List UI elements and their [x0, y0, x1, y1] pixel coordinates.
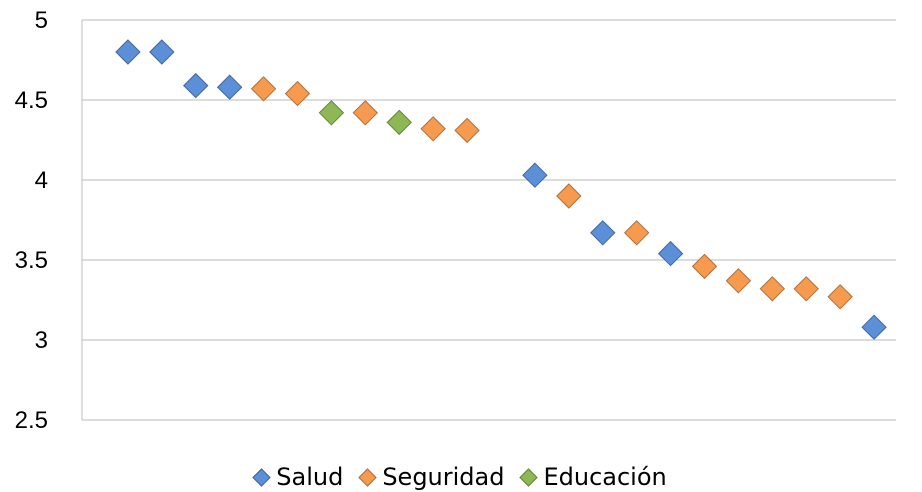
data-point-seguridad [284, 80, 311, 107]
data-point-salud [861, 314, 887, 340]
data-point-salud [216, 74, 243, 100]
legend-swatch-diamond [519, 467, 539, 487]
data-point-seguridad [454, 117, 480, 144]
data-point-salud [590, 220, 616, 246]
data-point-salud [149, 39, 175, 65]
data-points [115, 39, 887, 340]
legend: Salud Seguridad Educación [0, 462, 922, 492]
data-point-salud [522, 162, 548, 188]
y-tick-label: 4.5 [15, 87, 48, 114]
gridlines [81, 19, 896, 421]
data-point-salud [183, 72, 209, 99]
data-point-salud [115, 39, 141, 65]
legend-item: Seguridad [358, 463, 505, 491]
data-point-seguridad [725, 268, 752, 294]
data-point-seguridad [623, 220, 650, 246]
data-point-seguridad [556, 183, 582, 209]
y-tick-label: 3 [35, 327, 48, 354]
data-point-seguridad [691, 253, 718, 280]
data-point-seguridad [250, 76, 277, 102]
legend-label: Educación [543, 463, 667, 491]
legend-label: Salud [276, 463, 344, 491]
legend-swatch-diamond [252, 467, 271, 487]
y-axis-tick-labels: 2.5 3 3.5 4 4.5 5 [15, 7, 48, 434]
data-point-seguridad [827, 284, 853, 310]
data-point-seguridad [759, 276, 786, 302]
legend-swatch-diamond [358, 467, 378, 487]
legend-item: Salud [252, 463, 344, 491]
data-point-seguridad [793, 276, 819, 302]
data-point-educacion [318, 100, 345, 126]
legend-label: Seguridad [382, 463, 505, 491]
data-point-educacion [386, 109, 412, 136]
data-point-seguridad [420, 116, 446, 142]
data-point-seguridad [352, 100, 379, 126]
y-tick-label: 5 [35, 7, 48, 34]
y-tick-label: 2.5 [15, 407, 48, 434]
data-point-salud [657, 240, 684, 267]
y-tick-label: 4 [35, 167, 48, 194]
legend-item: Educación [519, 463, 667, 491]
y-tick-label: 3.5 [15, 247, 48, 274]
